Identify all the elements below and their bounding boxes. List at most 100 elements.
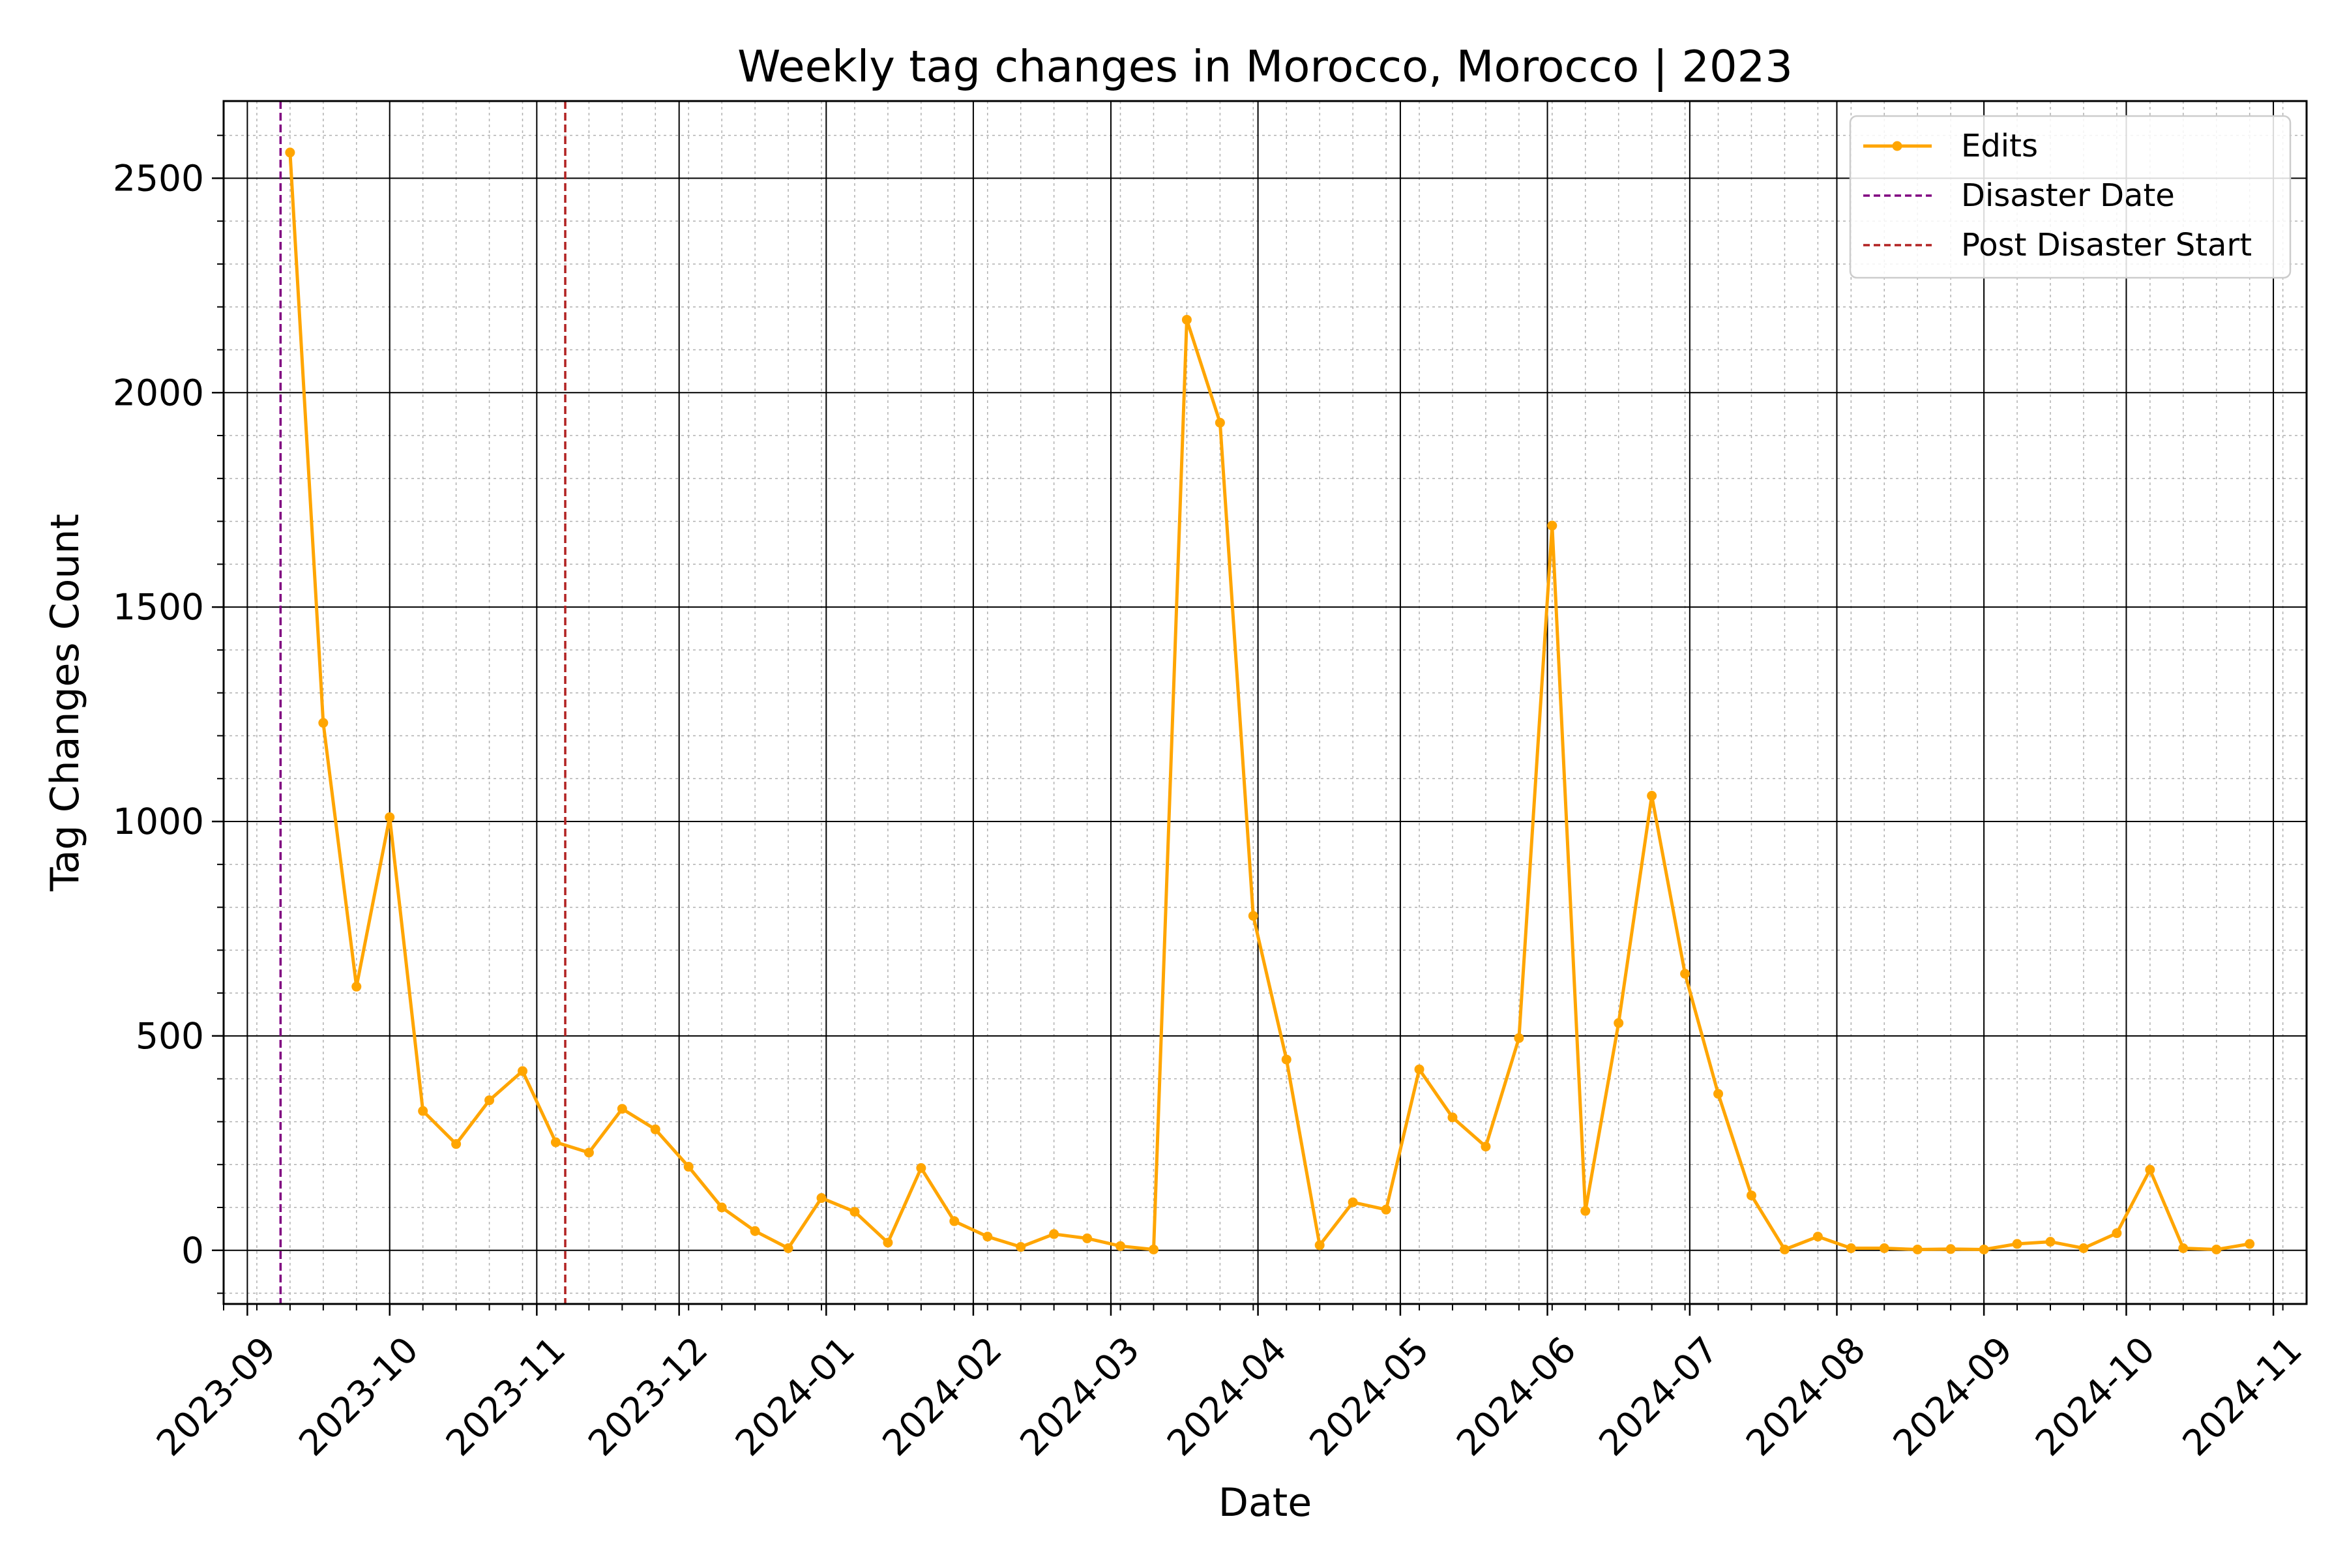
x-tick-label: 2023-10 [291, 1329, 426, 1464]
data-point [2145, 1164, 2155, 1175]
data-point [518, 1066, 528, 1076]
legend-label: Disaster Date [1961, 177, 2175, 214]
series-layer [285, 147, 2255, 1254]
data-point [583, 1147, 594, 1158]
y-tick-label: 1000 [113, 801, 204, 842]
data-point [1547, 520, 1557, 531]
x-tick-label: 2023-09 [149, 1329, 284, 1464]
data-point [1314, 1240, 1325, 1250]
minor-grid [224, 101, 2307, 1304]
data-point [750, 1226, 760, 1236]
y-tick-label: 500 [136, 1015, 204, 1057]
data-point [1713, 1089, 1724, 1099]
data-point [1614, 1018, 1624, 1028]
x-tick-label: 2024-08 [1738, 1329, 1874, 1464]
y-tick-label: 2000 [113, 372, 204, 413]
x-axis-ticks: 2023-09 2023-10 2023-11 2023-12 2024-01 2024-… [149, 1304, 2310, 1464]
y-axis-ticks: 0 500 1000 1500 2000 2500 [113, 134, 224, 1294]
chart-title: Weekly tag changes in Morocco, Morocco |… [737, 41, 1793, 92]
data-point [1082, 1233, 1093, 1243]
data-point [1812, 1232, 1823, 1242]
x-tick-label: 2024-09 [1885, 1329, 2020, 1464]
x-tick-label: 2024-04 [1159, 1329, 1295, 1464]
data-point [1016, 1242, 1026, 1252]
y-tick-label: 0 [181, 1230, 204, 1271]
data-point [1348, 1197, 1358, 1207]
data-point [1514, 1033, 1524, 1043]
data-point [2078, 1243, 2089, 1253]
data-point [916, 1162, 926, 1173]
data-point [982, 1232, 993, 1242]
data-point [451, 1139, 462, 1149]
data-point [683, 1162, 694, 1172]
data-point [1248, 911, 1258, 921]
x-tick-label: 2024-11 [2174, 1329, 2310, 1464]
data-point [1148, 1244, 1159, 1254]
legend-marker [1892, 141, 1902, 151]
x-axis-label: Date [1218, 1480, 1312, 1526]
plot-frame [222, 100, 2308, 1305]
data-point [418, 1106, 428, 1116]
data-point [1979, 1244, 1989, 1254]
data-point [716, 1202, 727, 1213]
data-point [2012, 1239, 2022, 1249]
data-point [318, 718, 329, 728]
data-point [351, 981, 362, 992]
x-tick-label: 2024-02 [874, 1329, 1010, 1464]
data-point [1281, 1054, 1292, 1065]
data-point [2245, 1239, 2255, 1249]
data-point [783, 1243, 793, 1253]
data-point [1912, 1244, 1923, 1254]
data-point [484, 1095, 495, 1106]
data-point [1746, 1191, 1756, 1201]
data-point [650, 1124, 660, 1134]
data-point [385, 812, 395, 822]
data-point [1049, 1229, 1059, 1239]
y-tick-label: 1500 [113, 586, 204, 628]
data-point [617, 1104, 627, 1114]
data-point [2112, 1228, 2122, 1238]
data-point [883, 1237, 893, 1248]
data-point [1945, 1244, 1956, 1254]
series-line-edits [288, 152, 2251, 1251]
x-tick-label: 2024-03 [1012, 1329, 1147, 1464]
data-point [1680, 969, 1690, 979]
legend-label: Post Disaster Start [1961, 227, 2252, 263]
reference-lines [279, 101, 567, 1304]
data-point [849, 1207, 860, 1217]
data-point [550, 1137, 561, 1147]
data-point [1846, 1243, 1856, 1253]
x-tick-label: 2024-10 [2028, 1329, 2163, 1464]
data-point [1414, 1064, 1424, 1074]
x-tick-label: 2024-07 [1591, 1329, 1726, 1464]
data-point [816, 1193, 827, 1204]
x-tick-label: 2023-11 [438, 1329, 574, 1464]
data-point [2178, 1243, 2189, 1253]
data-point [1181, 314, 1192, 325]
x-tick-label: 2024-06 [1449, 1329, 1584, 1464]
data-point [2211, 1244, 2222, 1254]
x-tick-label: 2023-12 [580, 1329, 716, 1464]
legend-box [1849, 115, 2292, 279]
data-point [1381, 1204, 1391, 1215]
data-point [1447, 1112, 1458, 1123]
data-point [2045, 1237, 2056, 1247]
legend: Edits Disaster Date Post Disaster Start [1849, 115, 2292, 279]
data-point [285, 147, 295, 158]
x-tick-label: 2024-05 [1301, 1329, 1437, 1464]
y-axis-label: Tag Changes Count [42, 514, 88, 892]
major-grid [224, 101, 2307, 1304]
data-point [1115, 1241, 1126, 1251]
data-point [1580, 1206, 1591, 1216]
x-tick-label: 2024-01 [728, 1329, 863, 1464]
legend-label: Edits [1961, 128, 2038, 164]
data-point [1215, 417, 1225, 428]
data-point [1879, 1243, 1889, 1253]
y-tick-label: 2500 [113, 157, 204, 199]
data-point [1481, 1142, 1491, 1152]
data-point [1779, 1244, 1790, 1254]
data-point [1647, 791, 1657, 801]
data-point [949, 1216, 960, 1226]
